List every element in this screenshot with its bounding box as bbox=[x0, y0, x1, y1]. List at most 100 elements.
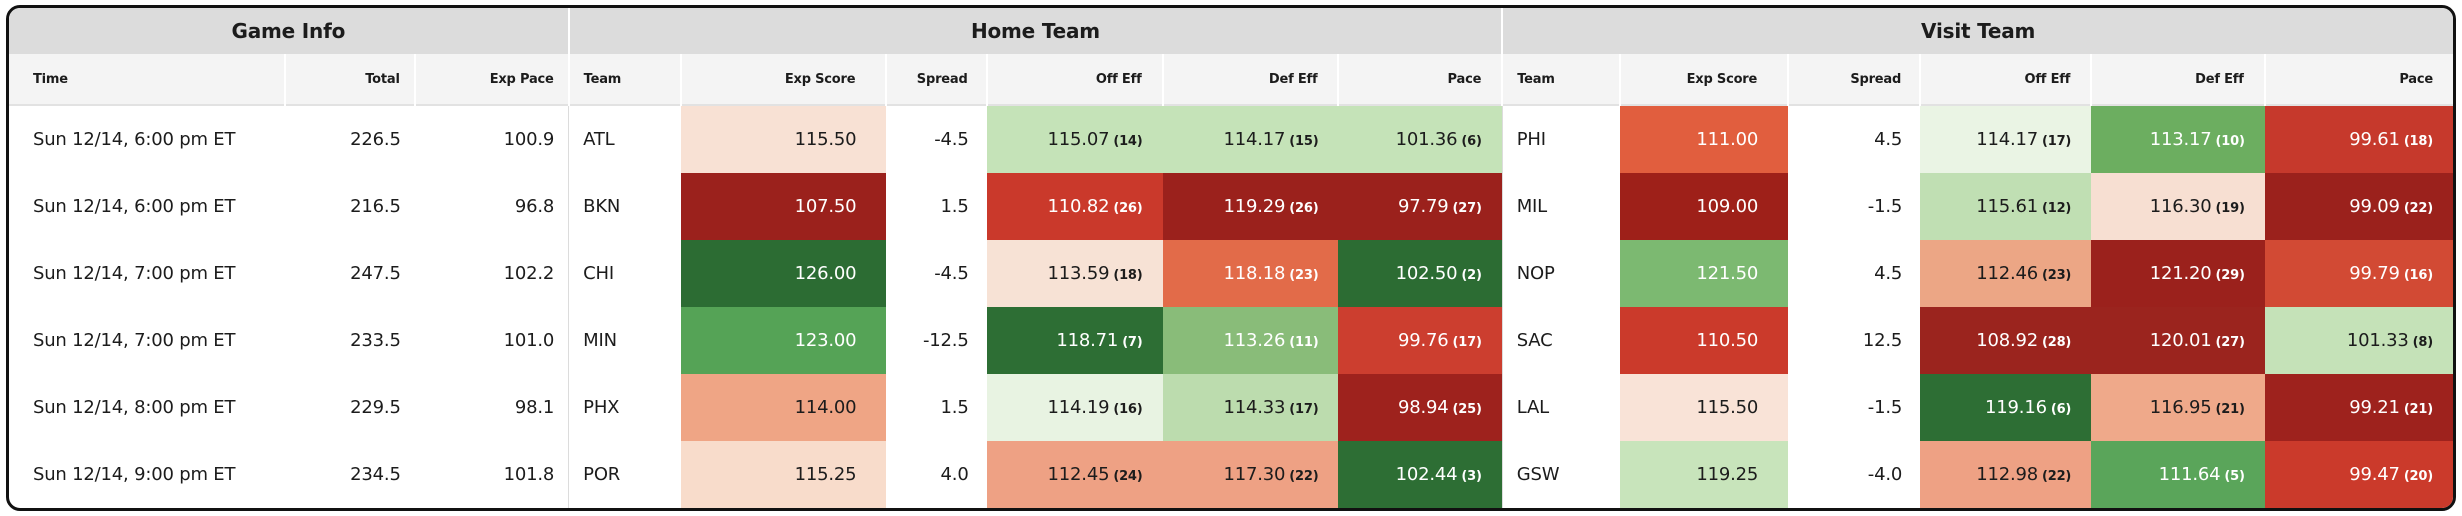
visit-def-eff-rank: (19) bbox=[2215, 201, 2245, 216]
visit-def-eff-rank: (10) bbox=[2215, 134, 2245, 149]
home-def-eff-rank: (15) bbox=[1289, 134, 1319, 149]
home-pace-value: 102.50 bbox=[1395, 263, 1458, 284]
visit-pace-value: 101.33 bbox=[2346, 330, 2409, 351]
home-off-eff-rank: (16) bbox=[1113, 402, 1143, 417]
home-off-eff-cell: 110.82 (26) bbox=[986, 173, 1163, 240]
game-row: Sun 12/14, 8:00 pm ET 229.5 98.1 PHX 114… bbox=[9, 374, 2453, 441]
visit-spread: -4.0 bbox=[1867, 464, 1903, 485]
home-off-eff-value: 113.59 bbox=[1047, 263, 1110, 284]
games-table: Game Info Home Team Visit Team Time Tota… bbox=[9, 8, 2453, 508]
home-def-eff-value: 114.33 bbox=[1223, 397, 1286, 418]
visit-off-eff-value: 112.46 bbox=[1976, 263, 2038, 284]
home-exp-score-cell: 123.00 bbox=[681, 307, 887, 374]
column-header-row: Time Total Exp Pace Team Exp Score Sprea… bbox=[9, 54, 2453, 105]
col-header-exp-pace: Exp Pace bbox=[413, 54, 569, 105]
col-header-visit-def-eff: Def Eff bbox=[2090, 54, 2265, 105]
home-def-eff-rank: (22) bbox=[1289, 469, 1319, 484]
home-off-eff-rank: (24) bbox=[1113, 469, 1143, 484]
home-off-eff-value: 118.71 bbox=[1056, 330, 1119, 351]
home-def-eff-rank: (17) bbox=[1289, 402, 1319, 417]
col-header-total: Total bbox=[284, 54, 415, 105]
col-header-home-exp-score: Exp Score bbox=[680, 54, 887, 105]
visit-spread: 4.5 bbox=[1874, 129, 1903, 150]
visit-off-eff-rank: (28) bbox=[2042, 335, 2072, 350]
home-pace-cell: 99.76 (17) bbox=[1338, 307, 1503, 374]
visit-def-eff-cell: 111.64 (5) bbox=[2091, 441, 2265, 508]
home-exp-score-cell: 115.25 bbox=[681, 441, 887, 508]
visit-spread: -1.5 bbox=[1867, 397, 1903, 418]
home-pace-value: 98.94 bbox=[1398, 397, 1449, 418]
visit-exp-score-cell: 119.25 bbox=[1619, 441, 1789, 508]
home-off-eff-value: 114.19 bbox=[1047, 397, 1110, 418]
game-total: 229.5 bbox=[350, 397, 401, 418]
home-team-abbr: ATL bbox=[568, 105, 682, 173]
game-row: Sun 12/14, 9:00 pm ET 234.5 101.8 POR 11… bbox=[9, 441, 2453, 508]
home-pace-rank: (25) bbox=[1452, 402, 1482, 417]
visit-def-eff-cell: 116.30 (19) bbox=[2091, 173, 2265, 240]
home-pace-cell: 102.44 (3) bbox=[1338, 441, 1503, 508]
home-pace-cell: 98.94 (25) bbox=[1338, 374, 1503, 441]
home-off-eff-value: 112.45 bbox=[1047, 464, 1110, 485]
visit-pace-value: 99.79 bbox=[2349, 263, 2400, 284]
home-pace-value: 99.76 bbox=[1398, 330, 1449, 351]
visit-def-eff-value: 120.01 bbox=[2149, 330, 2212, 351]
visit-pace-rank: (8) bbox=[2412, 335, 2434, 350]
visit-pace-rank: (18) bbox=[2403, 134, 2433, 149]
visit-off-eff-cell: 119.16 (6) bbox=[1920, 374, 2092, 441]
visit-off-eff-value: 114.17 bbox=[1976, 129, 2038, 150]
home-off-eff-cell: 112.45 (24) bbox=[986, 441, 1163, 508]
visit-pace-cell: 99.47 (20) bbox=[2264, 441, 2453, 508]
visit-team-abbr: NOP bbox=[1501, 240, 1620, 307]
home-pace-rank: (3) bbox=[1461, 469, 1482, 484]
visit-off-eff-rank: (12) bbox=[2042, 201, 2072, 216]
home-spread: -4.5 bbox=[934, 129, 969, 150]
game-exp-pace: 101.0 bbox=[503, 330, 555, 351]
visit-spread: 4.5 bbox=[1874, 263, 1903, 284]
home-def-eff-rank: (11) bbox=[1289, 335, 1319, 350]
game-exp-pace: 101.8 bbox=[503, 464, 555, 485]
col-header-home-pace: Pace bbox=[1337, 54, 1503, 105]
home-def-eff-value: 119.29 bbox=[1223, 196, 1286, 217]
visit-exp-score-cell: 115.50 bbox=[1619, 374, 1789, 441]
visit-def-eff-cell: 116.95 (21) bbox=[2091, 374, 2265, 441]
visit-team-abbr: LAL bbox=[1501, 374, 1620, 441]
visit-pace-cell: 99.79 (16) bbox=[2264, 240, 2453, 307]
home-spread: -4.5 bbox=[934, 263, 969, 284]
visit-pace-value: 99.47 bbox=[2349, 464, 2400, 485]
visit-def-eff-cell: 121.20 (29) bbox=[2091, 240, 2265, 307]
game-total: 233.5 bbox=[350, 330, 401, 351]
visit-exp-score-cell: 110.50 bbox=[1619, 307, 1789, 374]
game-total: 226.5 bbox=[350, 129, 401, 150]
home-off-eff-rank: (14) bbox=[1113, 134, 1143, 149]
visit-def-eff-rank: (29) bbox=[2215, 268, 2245, 283]
game-exp-pace: 96.8 bbox=[514, 196, 555, 217]
game-row: Sun 12/14, 7:00 pm ET 233.5 101.0 MIN 12… bbox=[9, 307, 2453, 374]
home-exp-score-cell: 115.50 bbox=[681, 105, 887, 173]
home-exp-score-cell: 126.00 bbox=[681, 240, 887, 307]
visit-exp-score-cell: 121.50 bbox=[1619, 240, 1789, 307]
visit-team-abbr: MIL bbox=[1501, 173, 1620, 240]
home-spread: 1.5 bbox=[940, 196, 969, 217]
col-header-visit-off-eff: Off Eff bbox=[1919, 54, 2092, 105]
col-header-visit-exp-score: Exp Score bbox=[1618, 54, 1789, 105]
visit-pace-rank: (22) bbox=[2403, 201, 2433, 216]
col-header-visit-team: Team bbox=[1501, 54, 1620, 105]
visit-pace-cell: 99.61 (18) bbox=[2264, 105, 2453, 173]
home-team-abbr: PHX bbox=[568, 374, 682, 441]
home-pace-cell: 97.79 (27) bbox=[1338, 173, 1503, 240]
game-row: Sun 12/14, 6:00 pm ET 216.5 96.8 BKN 107… bbox=[9, 173, 2453, 240]
game-exp-pace: 100.9 bbox=[503, 129, 555, 150]
game-time: Sun 12/14, 7:00 pm ET bbox=[33, 263, 236, 284]
home-pace-rank: (6) bbox=[1461, 134, 1482, 149]
game-total: 216.5 bbox=[350, 196, 401, 217]
home-spread: 1.5 bbox=[940, 397, 969, 418]
home-pace-value: 97.79 bbox=[1398, 196, 1449, 217]
visit-off-eff-cell: 114.17 (17) bbox=[1920, 105, 2092, 173]
home-def-eff-cell: 113.26 (11) bbox=[1162, 307, 1339, 374]
home-def-eff-rank: (26) bbox=[1289, 201, 1319, 216]
home-pace-value: 101.36 bbox=[1395, 129, 1458, 150]
home-pace-value: 102.44 bbox=[1395, 464, 1458, 485]
visit-spread: 12.5 bbox=[1862, 330, 1903, 351]
game-row: Sun 12/14, 7:00 pm ET 247.5 102.2 CHI 12… bbox=[9, 240, 2453, 307]
visit-off-eff-rank: (23) bbox=[2042, 268, 2072, 283]
